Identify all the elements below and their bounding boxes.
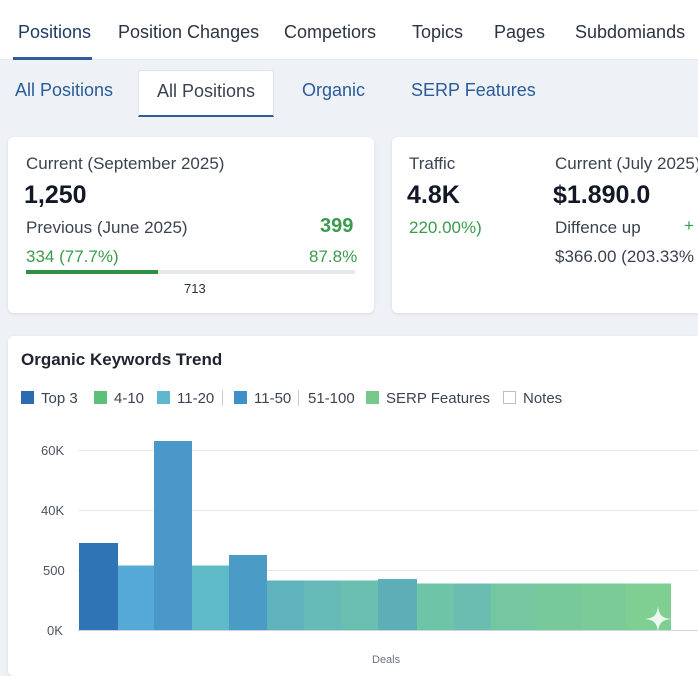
tab-positions[interactable]: Positions	[18, 22, 92, 42]
legend-label-notes: Notes	[523, 390, 563, 407]
y-tick-label: 0K	[47, 623, 63, 638]
legend-11-20[interactable]: 11-20	[157, 390, 214, 407]
legend-top3[interactable]: Top 3	[21, 390, 78, 407]
gridline-500	[78, 570, 698, 571]
y-tick-label: 60K	[41, 443, 65, 458]
sparkle-icon	[645, 606, 671, 632]
sub-nav: All Positions All Positions Organic SERP…	[0, 60, 698, 122]
top-nav: Positions Position Changes Competiors To…	[0, 0, 698, 60]
traffic-value: 4.8K	[407, 181, 460, 209]
difference-label: Diffence up	[555, 218, 641, 237]
previous-positions-value: 399	[320, 215, 354, 237]
tab-competitors[interactable]: Competiors	[284, 22, 377, 42]
bar[interactable]	[378, 579, 417, 630]
current-positions-value: 1,250	[24, 181, 87, 209]
bar[interactable]	[491, 583, 536, 631]
bar[interactable]	[581, 583, 626, 631]
progress-caption: 713	[184, 281, 206, 296]
legend-4-10[interactable]: 4-10	[94, 390, 144, 407]
positions-change-text: 334 (77.7%)	[26, 247, 119, 266]
gridline-60k	[78, 450, 698, 451]
bar[interactable]	[192, 565, 229, 631]
legend-label-11-50: 11-50	[254, 390, 292, 407]
bar[interactable]	[229, 555, 267, 630]
legend-notes[interactable]: Notes	[503, 390, 562, 407]
bar[interactable]	[626, 583, 671, 631]
legend-label-51-100: 51-100	[308, 390, 355, 407]
positions-summary-card: Current (September 2025) 1,250 Previous …	[8, 137, 374, 313]
bar[interactable]	[79, 543, 118, 630]
y-tick-label: 40K	[41, 503, 65, 518]
subtab-serp-features[interactable]: SERP Features	[411, 80, 536, 100]
tab-position-changes[interactable]: Position Changes	[118, 22, 260, 42]
bar[interactable]	[341, 580, 378, 631]
legend-label-11-20: 11-20	[177, 390, 215, 407]
gridline-40k	[78, 510, 698, 511]
traffic-summary-card: Traffic 4.8K 220.00%) Current (July 2025…	[392, 137, 698, 313]
legend-swatch-11-20	[157, 391, 170, 404]
chart-title: Organic Keywords Trend	[21, 350, 223, 369]
x-axis-caption: Deals	[372, 654, 401, 666]
legend-swatch-top3	[21, 391, 34, 404]
current-period-label: Current (September 2025)	[26, 154, 225, 173]
bar[interactable]	[417, 583, 454, 631]
gridline-0k	[78, 630, 698, 631]
positions-change-percent: 87.8%	[309, 247, 358, 266]
legend-swatch-4-10	[94, 391, 107, 404]
tab-pages[interactable]: Pages	[494, 22, 546, 42]
positions-progress-fill	[26, 270, 158, 274]
legend-swatch-serp-features	[366, 391, 379, 404]
active-tab-indicator	[13, 57, 92, 60]
y-tick-label: 500	[43, 563, 65, 578]
tab-topics[interactable]: Topics	[412, 22, 464, 42]
traffic-current-label: Current (July 2025)	[555, 154, 698, 173]
subtab-all-positions[interactable]: All Positions	[15, 80, 114, 100]
bar[interactable]	[267, 580, 304, 631]
subtab-organic[interactable]: Organic	[302, 80, 366, 100]
legend-swatch-notes	[503, 391, 516, 404]
traffic-label: Traffic	[409, 154, 456, 173]
traffic-change: 220.00%)	[409, 218, 482, 237]
legend-separator-2	[298, 390, 299, 408]
legend-swatch-11-50	[234, 391, 247, 404]
legend-11-50[interactable]: 11-50	[234, 390, 291, 407]
difference-value: $366.00 (203.33%	[555, 247, 694, 266]
legend-label-serp-features: SERP Features	[386, 390, 490, 407]
traffic-current-value: $1.890.0	[553, 181, 651, 209]
difference-sign: +	[684, 216, 694, 235]
positions-progress-bar	[26, 270, 355, 274]
bar[interactable]	[154, 441, 192, 630]
legend-51-100[interactable]: 51-100	[308, 390, 355, 407]
previous-period-label: Previous (June 2025)	[26, 218, 188, 237]
bar[interactable]	[118, 565, 154, 631]
bar[interactable]	[454, 583, 491, 631]
bar[interactable]	[536, 583, 581, 631]
subtab-all-positions-selected[interactable]: All Positions	[138, 70, 274, 117]
tab-subdomains[interactable]: Subdomiands	[575, 22, 686, 42]
keywords-bar-chart	[79, 441, 671, 631]
legend-label-top3: Top 3	[41, 390, 78, 407]
bar[interactable]	[304, 580, 341, 631]
legend-label-4-10: 4-10	[114, 390, 145, 407]
legend-separator-1	[222, 390, 223, 408]
legend-serp-features[interactable]: SERP Features	[366, 390, 490, 407]
